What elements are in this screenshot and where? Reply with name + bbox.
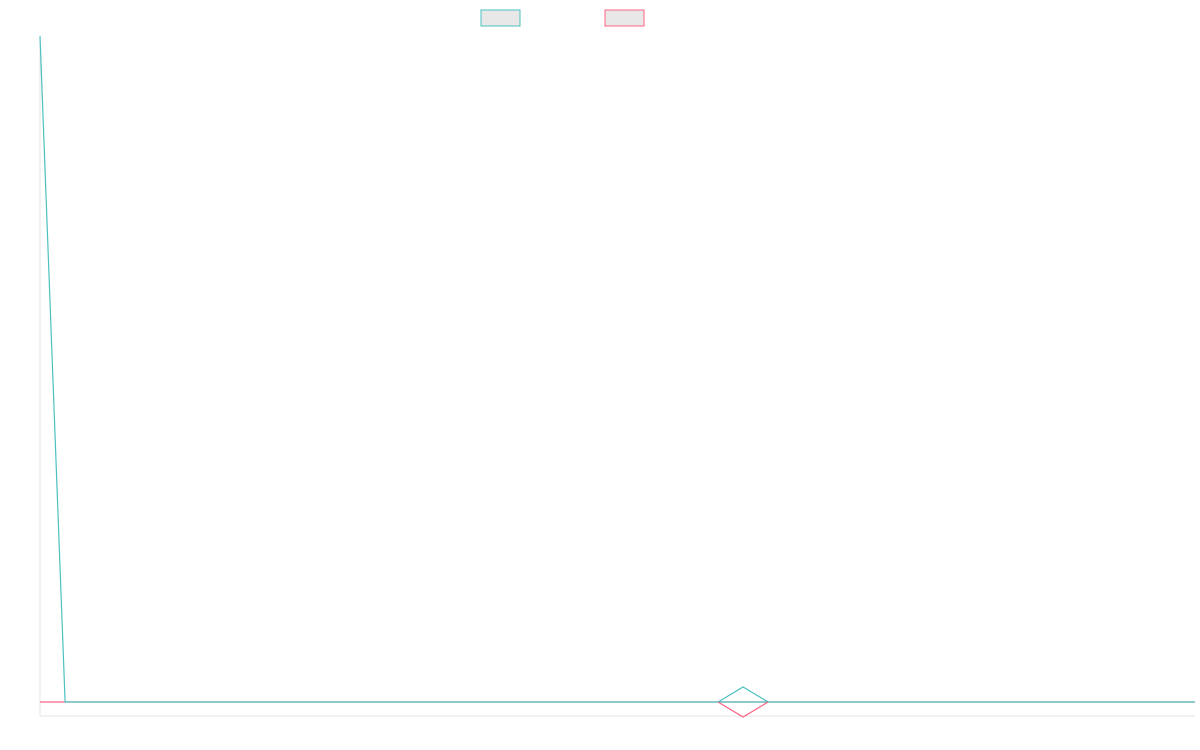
series-1-line [39, 35, 1195, 703]
series-1-highlight-point [717, 686, 769, 703]
series-2-highlight-point [717, 701, 769, 718]
legend-swatch-1[interactable] [480, 9, 521, 27]
legend-swatch-2[interactable] [604, 9, 645, 27]
legend [480, 9, 645, 27]
